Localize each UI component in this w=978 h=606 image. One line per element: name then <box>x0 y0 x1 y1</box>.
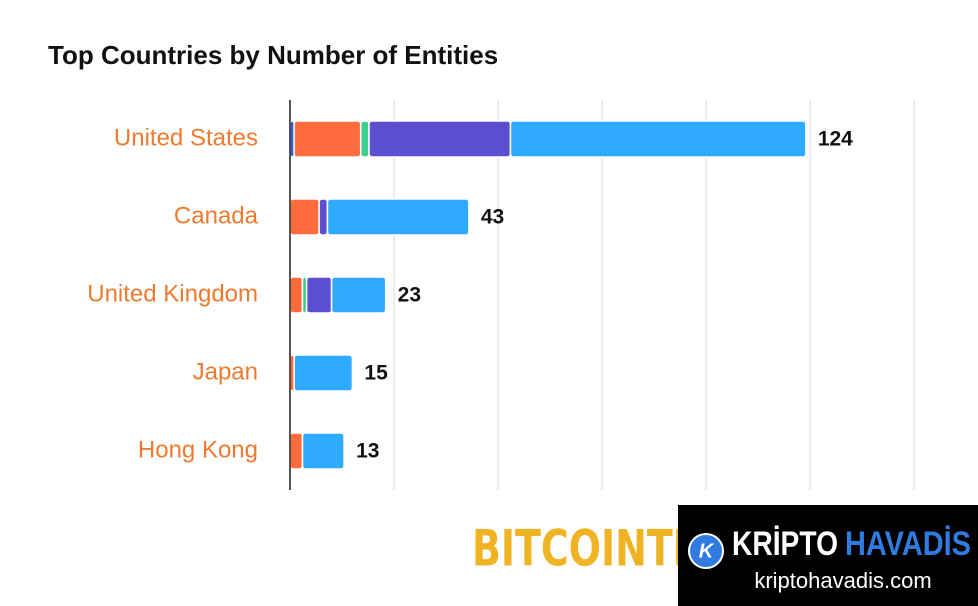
total-label: 23 <box>398 284 421 307</box>
bar-segment <box>368 120 512 158</box>
plot: United States 124 Canada 43 United Kingdom 23… <box>87 100 915 490</box>
y-tick-label: Hong Kong <box>138 436 258 463</box>
bar-segment <box>301 432 345 470</box>
bar-segment <box>289 432 304 470</box>
y-tick-label: Japan <box>193 358 258 385</box>
watermark-site: kriptohavadis.com <box>754 568 931 593</box>
y-tick-label: United States <box>114 124 258 151</box>
y-tick-label: United Kingdom <box>87 280 258 307</box>
watermark-text: BITCOINTR <box>472 520 702 578</box>
total-label: 15 <box>364 362 388 385</box>
watermark-logo <box>688 533 724 569</box>
total-label: 43 <box>481 206 504 229</box>
bar-segment <box>359 120 370 158</box>
bar-segment <box>293 120 362 158</box>
bar-segment <box>330 276 387 314</box>
watermark-brand: KRİPTO <box>732 525 838 563</box>
total-label: 13 <box>356 440 379 463</box>
watermark-box <box>678 505 978 606</box>
bar-segment <box>289 276 304 314</box>
total-label: 124 <box>818 128 853 151</box>
bar-segment <box>305 276 333 314</box>
y-tick-label: Canada <box>174 202 259 229</box>
bar-segment <box>289 198 320 236</box>
logo-glyph: K <box>699 540 715 562</box>
bar-segment <box>509 120 807 158</box>
bar-segment <box>293 354 354 392</box>
bar-segment <box>318 198 329 236</box>
chart-title: Top Countries by Number of Entities <box>48 40 498 70</box>
bar-segment <box>326 198 470 236</box>
watermark-brand: HAVADİS <box>845 525 971 563</box>
